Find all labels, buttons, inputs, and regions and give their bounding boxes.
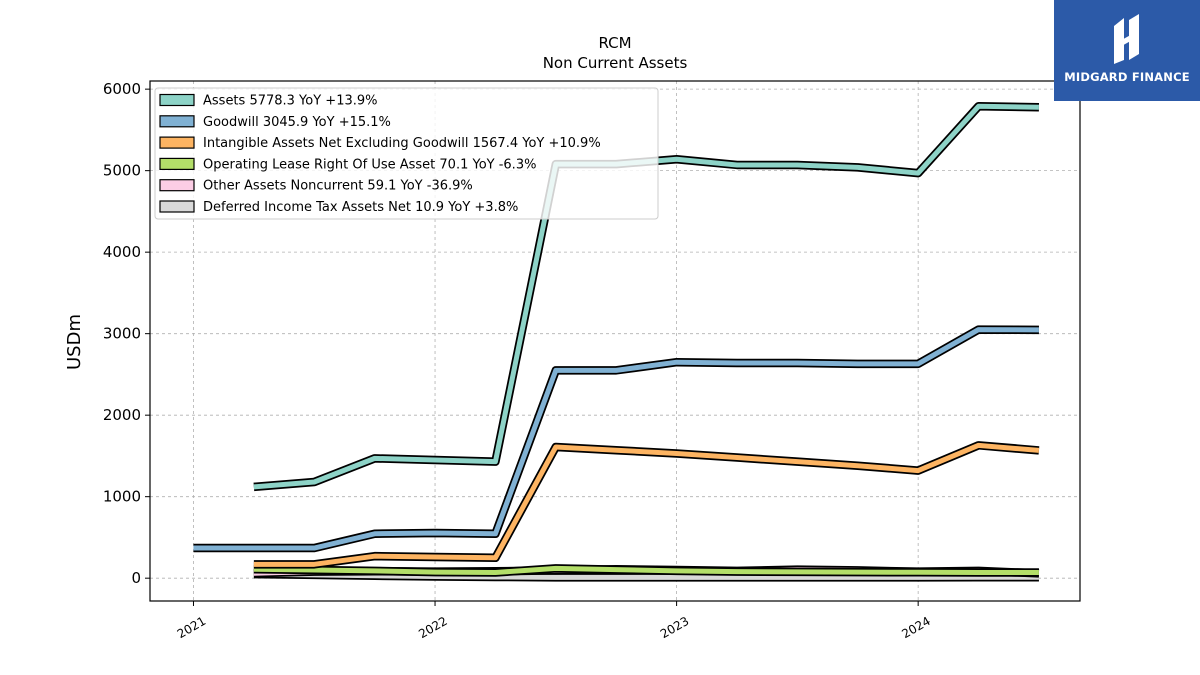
legend: Assets 5778.3 YoY +13.9% Goodwill 3045.9 … (154, 87, 659, 220)
plot-frame (149, 80, 1081, 602)
brand-logo: MIDGARD FINANCE (1054, 0, 1200, 101)
legend-label: Operating Lease Right Of Use Asset 70.1 … (203, 157, 536, 172)
y-axis: 0 1000 2000 3000 4000 5000 6000 (103, 80, 150, 587)
x-tick-label: 2023 (658, 614, 691, 641)
chart-title: RCM (598, 34, 631, 52)
y-tick-label: 0 (131, 569, 141, 587)
x-tick-label: 2021 (175, 614, 208, 641)
x-tick-label: 2024 (899, 614, 932, 641)
x-tick-label: 2022 (416, 614, 449, 641)
brand-mark-icon (1114, 14, 1139, 64)
legend-swatch (159, 93, 195, 107)
x-axis: 2021 2022 2023 2024 (175, 601, 933, 641)
series-line (253, 571, 1039, 580)
legend-label: Deferred Income Tax Assets Net 10.9 YoY … (203, 200, 518, 215)
series-line (253, 442, 1040, 567)
y-axis-label: USDm (64, 314, 85, 370)
y-tick-label: 6000 (103, 80, 141, 98)
series-line (253, 565, 1039, 575)
legend-label: Other Assets Noncurrent 59.1 YoY -36.9% (203, 179, 473, 194)
y-tick-label: 3000 (103, 325, 141, 343)
y-tick-label: 4000 (103, 243, 141, 261)
y-tick-label: 1000 (103, 488, 141, 506)
y-tick-label: 5000 (103, 162, 141, 180)
legend-swatch (159, 136, 195, 149)
y-tick-label: 2000 (103, 406, 141, 424)
legend-swatch (159, 115, 195, 128)
chart-subtitle: Non Current Assets (543, 54, 688, 72)
legend-swatch (159, 157, 195, 170)
series-layer (193, 102, 1040, 582)
legend-swatch (159, 200, 195, 213)
legend-swatch (159, 179, 195, 192)
legend-label: Goodwill 3045.9 YoY +15.1% (203, 115, 391, 130)
series-line (193, 327, 1039, 551)
brand-name: MIDGARD FINANCE (1064, 70, 1190, 84)
legend-label: Intangible Assets Net Excluding Goodwill… (203, 136, 601, 151)
legend-box (154, 87, 659, 220)
legend-label: Assets 5778.3 YoY +13.9% (203, 94, 378, 109)
